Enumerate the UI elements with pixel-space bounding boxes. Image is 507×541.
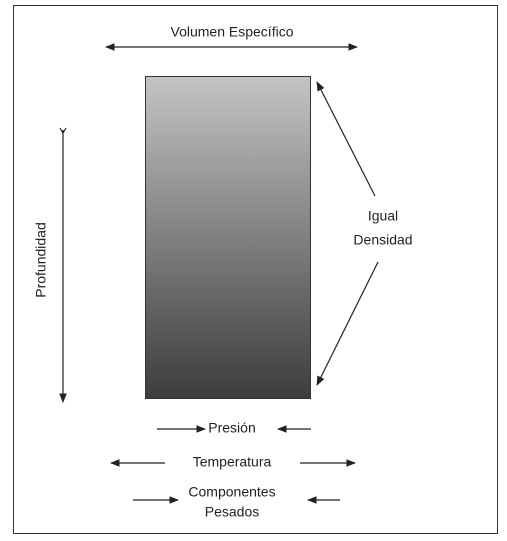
depth-label: Profundidad: [33, 222, 49, 298]
components-label: Pesados: [205, 504, 259, 520]
depth-tick: [59, 127, 67, 135]
density-label: Densidad: [353, 232, 412, 248]
temperature-label: Temperatura: [193, 454, 272, 470]
components-label: Componentes: [188, 484, 275, 500]
density-arrow: [316, 261, 379, 386]
column: [145, 76, 311, 399]
volume-label: Volumen Específico: [171, 24, 294, 40]
density-arrow: [316, 81, 376, 197]
density-label: Igual: [368, 208, 398, 224]
frame: [13, 5, 498, 534]
pressure-label: Presión: [208, 420, 255, 436]
